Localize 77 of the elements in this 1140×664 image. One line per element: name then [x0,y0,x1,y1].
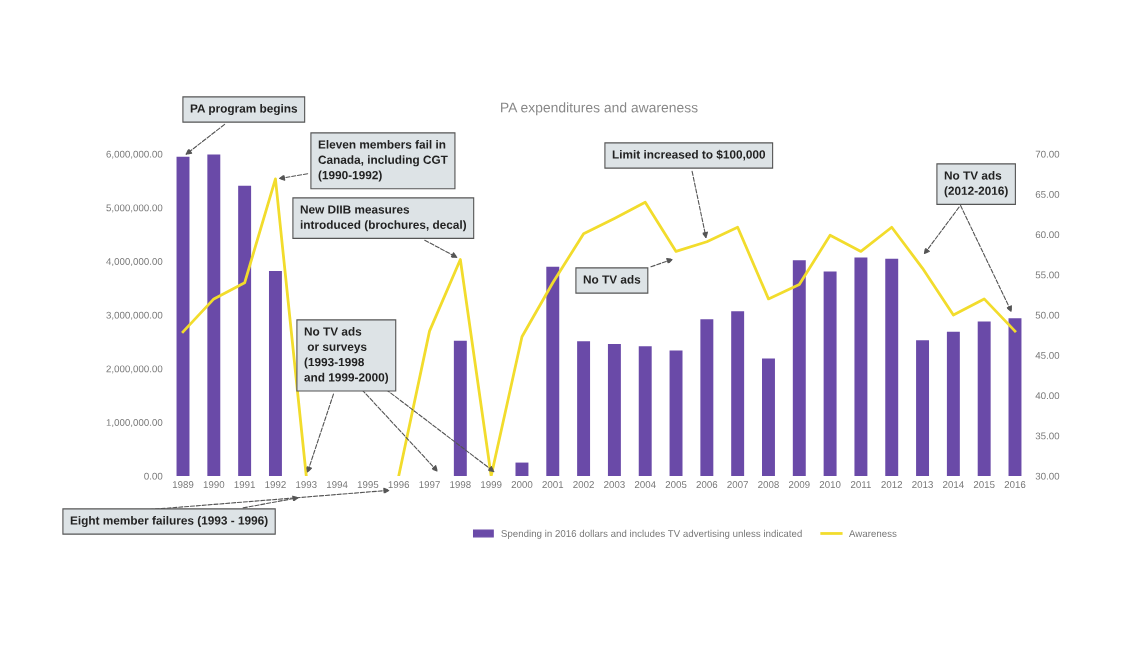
bar [792,260,806,476]
bar [823,271,837,476]
bar [607,343,621,476]
legend-label: Spending in 2016 dollars and includes TV advertising unless indicated [501,529,802,539]
bar [946,331,960,476]
bar [515,462,529,476]
text: Eight member failures (1993 - 1996) [70,516,268,528]
y2-tick-label: 60.00 [1035,231,1060,239]
x-tick-label: 1991 [234,481,255,488]
x-tick-label: 1999 [481,481,502,488]
x-tick-label: 2014 [943,481,964,488]
bar [700,319,714,476]
y-tick-label: 6,000,000.00 [106,150,163,159]
bar [577,341,591,476]
x-tick-label: 2004 [634,481,656,488]
y2-tick-label: 50.00 [1035,311,1060,319]
y-tick-label: 4,000,000.00 [106,258,163,267]
x-tick-label: 2016 [1004,481,1026,488]
bar [268,270,282,476]
y-tick-label: 5,000,000.00 [106,204,163,213]
bar [916,340,930,476]
y-tick-label: 3,000,000.00 [106,311,163,320]
bar [238,185,252,476]
annotation: PA program begins [190,104,298,116]
annotation: No TV ads [583,275,641,284]
x-tick-label: 1996 [388,481,410,488]
annotation: New DIIB measures introduced (brochures, decal) [300,205,467,232]
x-tick-label: 2003 [604,481,625,488]
y-tick-label: 1,000,000.00 [106,419,163,428]
x-tick-label: 2002 [573,481,594,488]
y2-tick-label: 65.00 [1035,190,1060,198]
bar [669,350,683,476]
bar [885,258,899,476]
y2-tick-label: 45.00 [1035,351,1060,359]
x-tick-label: 1993 [296,481,317,488]
y2-tick-label: 70.00 [1035,150,1060,158]
x-tick-label: 1992 [265,481,286,488]
annotation: Limit increased to $100,000 [612,149,766,161]
x-tick-label: 2000 [511,481,533,488]
annotation: Eleven members fail in Canada, including CGT (1990-1992) [318,140,448,182]
legend-label: Awareness [848,530,897,537]
y2-tick-label: 35.00 [1035,432,1060,440]
x-tick-label: 2007 [727,481,748,488]
x-tick-label: 1990 [203,481,225,488]
x-tick-label: 1989 [172,481,194,488]
bar [546,266,560,476]
bar [854,257,868,476]
x-tick-label: 2011 [850,481,871,488]
x-tick-label: 1994 [327,481,348,488]
x-tick-label: 2013 [912,481,933,488]
bar [453,340,467,476]
y2-tick-label: 30.00 [1035,472,1060,480]
y-tick-label: 2,000,000.00 [106,365,163,374]
x-tick-label: 1995 [357,481,379,488]
bar [1008,318,1022,476]
x-tick-label: 2001 [542,481,564,488]
y-tick-label: 0.00 [144,472,163,480]
bar [176,156,190,476]
y2-tick-label: 40.00 [1035,392,1060,400]
bar [207,154,221,476]
annotation: No TV ads (2012-2016) [944,171,1008,198]
x-tick-label: 2012 [881,481,903,488]
x-tick-label: 2005 [665,481,687,488]
x-tick-label: 1997 [419,481,440,488]
bar [762,358,775,476]
annotation: No TV ads or surveys (1993-1998 and 1999-2000) [304,327,389,384]
x-tick-label: 1998 [450,481,471,488]
bar [731,311,745,476]
bar [638,346,652,476]
x-tick-label: 2010 [819,481,841,488]
x-tick-label: 2009 [788,481,810,488]
y2-tick-label: 55.00 [1035,271,1060,279]
chart-title: PA expenditures and awareness [501,102,698,116]
x-tick-label: 2015 [973,481,995,488]
x-tick-label: 2008 [758,481,779,488]
bar [977,321,991,476]
x-tick-label: 2006 [696,481,718,488]
